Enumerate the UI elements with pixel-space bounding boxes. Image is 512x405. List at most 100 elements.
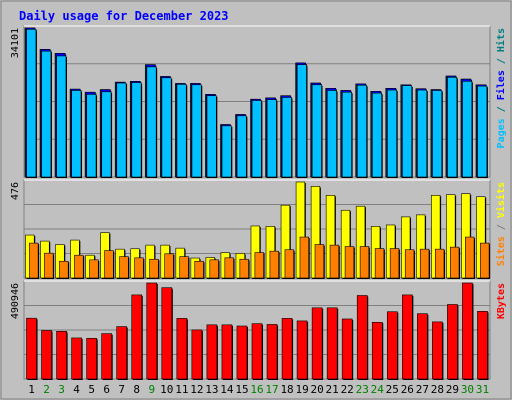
x-tick-label-day-20: 20 xyxy=(311,383,324,396)
bar-kbytes-day-14 xyxy=(221,324,233,380)
x-tick-label-day-10: 10 xyxy=(160,383,173,396)
bar-kbytes-day-21 xyxy=(326,307,338,380)
bar-pages-day-6 xyxy=(101,91,112,178)
x-tick-label-day-14: 14 xyxy=(220,383,234,396)
x-tick-label-day-19: 19 xyxy=(295,383,308,396)
bar-pages-day-19 xyxy=(296,64,307,178)
bar-sites-day-4 xyxy=(74,254,84,279)
x-tick-label-day-11: 11 xyxy=(175,383,188,396)
bar-pages-day-23 xyxy=(357,84,367,178)
bar-pages-day-18 xyxy=(281,97,292,178)
x-tick-label-day-29: 29 xyxy=(446,383,459,396)
bar-pages-day-21 xyxy=(326,90,337,178)
bar-pages-day-29 xyxy=(447,77,458,178)
bar-sites-day-2 xyxy=(44,252,54,279)
x-tick-label-day-27: 27 xyxy=(416,383,429,396)
x-tick-label-day-23: 23 xyxy=(356,383,369,396)
bar-sites-day-14 xyxy=(224,257,234,279)
x-axis-tick-labels: 1 2 3 4 5 6 7 8 9 10 11 12 13 14 15 16 17 18 19 20 21 22 23 24 2… xyxy=(28,383,489,396)
x-tick-label-day-24: 24 xyxy=(371,383,385,396)
bar-pages-day-28 xyxy=(432,90,443,178)
bar-pages-day-25 xyxy=(387,89,397,178)
panel-legend: Pages / Files / Hits xyxy=(495,28,507,148)
bar-pages-day-30 xyxy=(462,81,473,178)
bar-kbytes-day-2 xyxy=(41,330,52,380)
bar-kbytes-day-23 xyxy=(356,295,368,380)
bar-sites-day-17 xyxy=(269,250,279,279)
x-tick-label-day-2: 2 xyxy=(43,383,50,396)
bar-sites-day-25 xyxy=(389,248,400,279)
bar-kbytes-day-11 xyxy=(176,318,188,380)
legend-entry: / xyxy=(496,218,507,236)
bar-kbytes-day-31 xyxy=(477,311,488,380)
legend-entry: Visits xyxy=(495,182,507,218)
bar-pages-day-1 xyxy=(26,29,37,178)
bar-pages-day-24 xyxy=(372,92,382,178)
bar-sites-day-24 xyxy=(374,248,385,279)
bar-sites-day-28 xyxy=(434,248,445,279)
bar-kbytes-day-26 xyxy=(402,294,413,380)
bar-sites-day-1 xyxy=(29,242,39,279)
bar-sites-day-7 xyxy=(119,256,129,279)
bar-sites-day-9 xyxy=(149,258,159,279)
bar-sites-day-23 xyxy=(359,246,370,279)
bar-sites-day-26 xyxy=(404,249,415,279)
bar-pages-day-5 xyxy=(86,94,97,178)
legend-entry: KBytes xyxy=(496,283,507,319)
bar-kbytes-day-19 xyxy=(296,320,308,380)
y-axis-max-label: 490946 xyxy=(10,283,21,319)
bar-pages-day-27 xyxy=(417,89,428,178)
x-tick-label-day-17: 17 xyxy=(265,383,278,396)
bar-sites-day-6 xyxy=(104,250,114,279)
x-tick-label-day-15: 15 xyxy=(235,383,248,396)
bar-sites-day-8 xyxy=(134,257,144,279)
bar-kbytes-day-29 xyxy=(447,304,458,380)
bar-kbytes-day-16 xyxy=(251,323,263,380)
bar-sites-day-18 xyxy=(284,249,294,279)
bar-pages-day-15 xyxy=(236,115,247,178)
panel-hits: 34101 Pages / Files / Hits xyxy=(10,25,507,179)
bar-pages-day-26 xyxy=(402,85,413,178)
legend-entry: Pages xyxy=(496,118,507,148)
bar-pages-day-16 xyxy=(251,100,262,178)
bar-kbytes-day-18 xyxy=(281,318,293,380)
x-tick-label-day-3: 3 xyxy=(58,383,65,396)
bar-sites-day-31 xyxy=(480,242,490,279)
bar-pages-day-2 xyxy=(41,50,52,178)
bar-kbytes-day-7 xyxy=(116,326,128,380)
bar-sites-day-5 xyxy=(89,259,99,279)
x-tick-label-day-4: 4 xyxy=(73,383,80,396)
x-tick-label-day-9: 9 xyxy=(148,383,155,396)
bar-kbytes-day-10 xyxy=(161,287,173,380)
x-tick-label-day-30: 30 xyxy=(461,383,474,396)
bar-kbytes-day-30 xyxy=(462,282,473,380)
bar-pages-day-13 xyxy=(206,95,217,178)
x-tick-label-day-31: 31 xyxy=(476,383,489,396)
bar-sites-day-27 xyxy=(419,248,430,279)
x-tick-label-day-28: 28 xyxy=(431,383,444,396)
bar-sites-day-10 xyxy=(164,253,174,279)
x-tick-label-day-5: 5 xyxy=(88,383,95,396)
bar-sites-day-30 xyxy=(465,236,475,279)
bar-sites-day-22 xyxy=(344,246,355,279)
bar-sites-day-16 xyxy=(254,252,264,279)
bar-pages-day-11 xyxy=(176,84,187,178)
x-tick-label-day-18: 18 xyxy=(280,383,293,396)
panel-legend: Sites / Visits xyxy=(495,182,507,266)
bar-pages-day-7 xyxy=(116,82,127,178)
bar-sites-day-11 xyxy=(179,256,189,279)
x-tick-label-day-22: 22 xyxy=(341,383,354,396)
bar-sites-day-3 xyxy=(59,260,69,279)
bar-kbytes-day-27 xyxy=(417,313,428,380)
bar-pages-day-10 xyxy=(161,77,172,178)
x-tick-label-day-12: 12 xyxy=(190,383,203,396)
bar-kbytes-day-25 xyxy=(386,311,398,380)
bar-kbytes-day-3 xyxy=(56,330,67,380)
y-axis-max-label: 34101 xyxy=(10,28,21,58)
bar-pages-day-9 xyxy=(146,66,157,178)
panel-legend: KBytes xyxy=(496,283,507,319)
x-tick-label-day-8: 8 xyxy=(133,383,140,396)
chart-panels: 34101 Pages / Files / Hits 476 Sites / Visi… xyxy=(10,25,507,380)
